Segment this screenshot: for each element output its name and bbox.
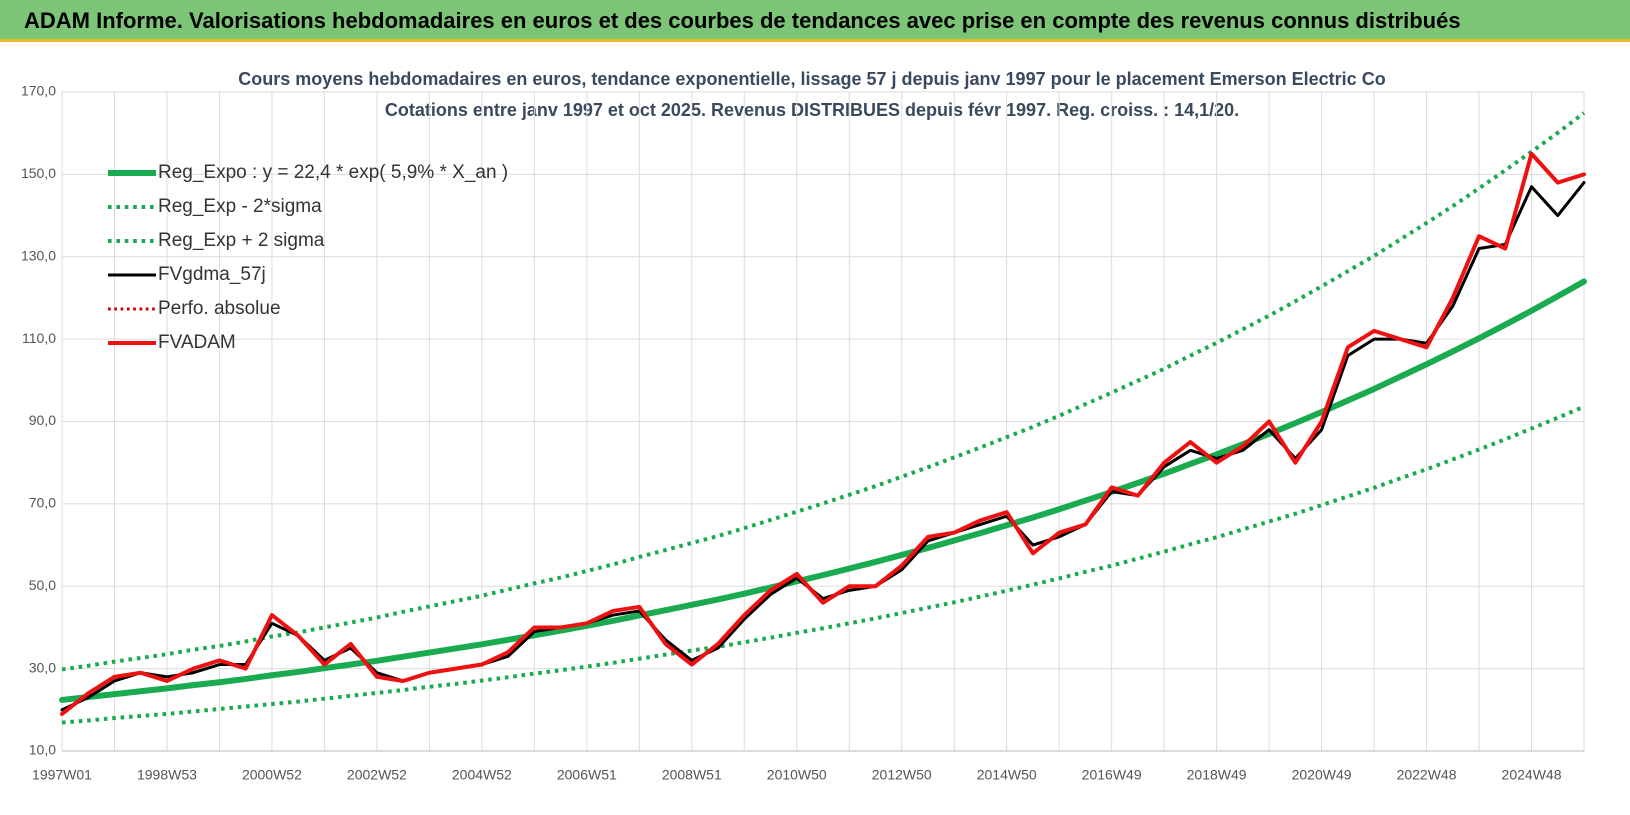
y-tick-label: 10,0	[29, 742, 56, 758]
header-bar: ADAM Informe. Valorisations hebdomadaire…	[0, 0, 1630, 42]
y-tick-label: 150,0	[21, 165, 56, 181]
x-tick-label: 1998W53	[137, 767, 197, 783]
x-tick-label: 2000W52	[242, 767, 302, 783]
x-tick-label: 2016W49	[1082, 767, 1142, 783]
y-tick-label: 50,0	[29, 577, 56, 593]
x-tick-label: 2002W52	[347, 767, 407, 783]
series-line	[60, 151, 1586, 716]
x-tick-label: 1997W01	[32, 767, 92, 783]
x-tick-label: 2018W49	[1187, 767, 1247, 783]
chart-subtitle: Cotations entre janv 1997 et oct 2025. R…	[385, 100, 1239, 120]
y-tick-label: 90,0	[29, 412, 56, 428]
chart: Cours moyens hebdomadaires en euros, ten…	[0, 42, 1630, 815]
x-tick-label: 2012W50	[872, 767, 932, 783]
legend-label: Perfo. absolue	[158, 298, 281, 319]
legend-label: Reg_Exp + 2 sigma	[158, 230, 325, 251]
series-line	[61, 404, 1585, 725]
legend-label: FVADAM	[158, 332, 236, 353]
y-tick-label: 70,0	[29, 495, 56, 511]
legend-label: Reg_Exp - 2*sigma	[158, 196, 322, 217]
y-tick-label: 130,0	[21, 247, 56, 263]
legend-label: Reg_Expo : y = 22,4 * exp( 5,9% * X_an )	[158, 162, 508, 183]
header-title: ADAM Informe. Valorisations hebdomadaire…	[24, 8, 1461, 33]
x-tick-label: 2006W51	[557, 767, 617, 783]
x-tick-label: 2010W50	[767, 767, 827, 783]
y-tick-label: 110,0	[22, 330, 56, 346]
legend-label: FVgdma_57j	[158, 264, 266, 285]
chart-background	[0, 42, 1630, 815]
x-tick-label: 2024W48	[1502, 767, 1562, 783]
chart-title: Cours moyens hebdomadaires en euros, ten…	[238, 69, 1385, 89]
y-tick-label: 170,0	[21, 83, 56, 99]
x-tick-label: 2022W48	[1397, 767, 1457, 783]
x-tick-label: 2004W52	[452, 767, 512, 783]
y-tick-label: 30,0	[29, 659, 56, 675]
x-tick-label: 2014W50	[977, 767, 1037, 783]
x-tick-label: 2020W49	[1292, 767, 1352, 783]
x-tick-label: 2008W51	[662, 767, 722, 783]
